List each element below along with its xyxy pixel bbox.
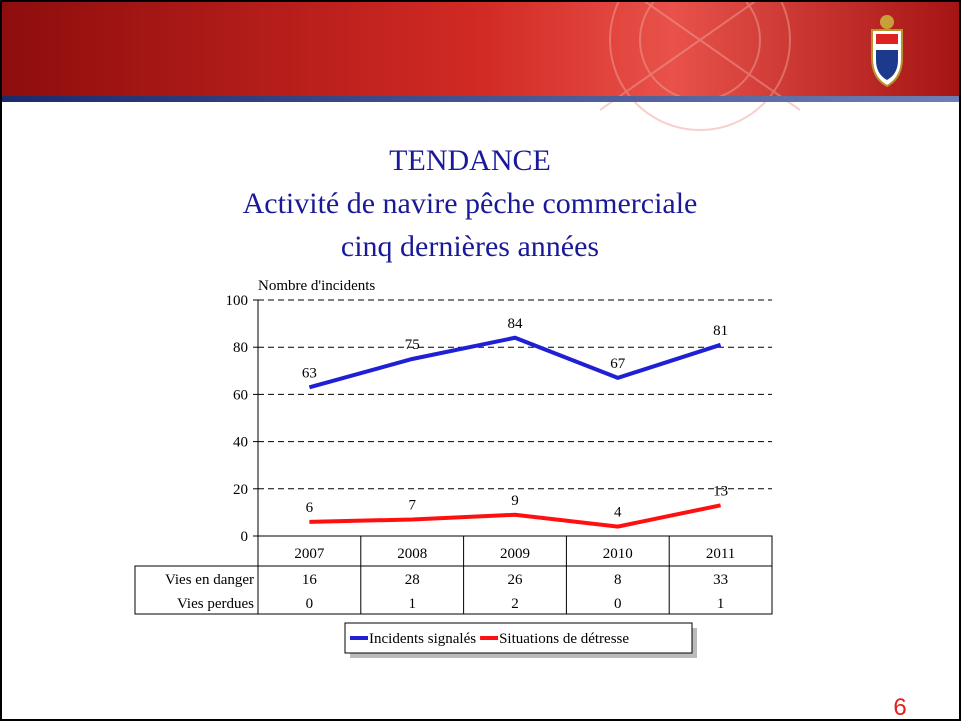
banner xyxy=(0,0,961,96)
data-label: 7 xyxy=(408,497,416,513)
banner-stripe xyxy=(0,96,961,102)
table-cell: 8 xyxy=(614,572,622,588)
table-cell: 1 xyxy=(717,596,725,612)
table-row-label: Vies perdues xyxy=(177,596,254,612)
table-cell: 0 xyxy=(614,596,622,612)
legend-label: Incidents signalés xyxy=(369,631,476,647)
y-tick-label: 20 xyxy=(233,482,248,498)
series-line xyxy=(309,503,722,529)
series-line xyxy=(308,335,722,390)
data-label: 84 xyxy=(508,316,524,332)
data-label: 9 xyxy=(511,493,519,509)
x-tick-label: 2008 xyxy=(397,546,427,562)
table-cell: 26 xyxy=(508,572,524,588)
emblem xyxy=(871,15,903,88)
data-label: 6 xyxy=(306,500,314,516)
x-tick-label: 2010 xyxy=(603,546,633,562)
table-cell: 33 xyxy=(713,572,728,588)
y-axis-label: Nombre d'incidents xyxy=(258,278,375,294)
table-cell: 2 xyxy=(511,596,519,612)
title: Activité de navire pêche commerciale xyxy=(243,187,698,220)
title: cinq dernières années xyxy=(341,230,599,263)
page-number: 6 xyxy=(893,694,906,721)
y-tick-label: 80 xyxy=(233,340,248,356)
table-row-label: Vies en danger xyxy=(165,572,254,588)
data-label: 4 xyxy=(614,505,622,521)
x-tick-label: 2007 xyxy=(294,546,325,562)
x-tick-label: 2009 xyxy=(500,546,530,562)
legend-label: Situations de détresse xyxy=(499,631,629,647)
y-tick-label: 60 xyxy=(233,387,248,403)
data-label: 13 xyxy=(713,483,728,499)
data-label: 81 xyxy=(713,323,728,339)
y-tick-label: 0 xyxy=(241,529,249,545)
table-cell: 1 xyxy=(408,596,416,612)
table-cell: 28 xyxy=(405,572,420,588)
data-table xyxy=(134,565,773,615)
data-label: 63 xyxy=(302,365,317,381)
legend xyxy=(344,622,693,654)
table-cell: 16 xyxy=(302,572,318,588)
y-tick-label: 40 xyxy=(233,435,248,451)
x-tick-label: 2011 xyxy=(706,546,735,562)
table-cell: 0 xyxy=(306,596,314,612)
data-label: 75 xyxy=(405,337,420,353)
y-tick-label: 100 xyxy=(226,293,249,309)
title: TENDANCE xyxy=(389,144,551,177)
data-label: 67 xyxy=(610,356,626,372)
